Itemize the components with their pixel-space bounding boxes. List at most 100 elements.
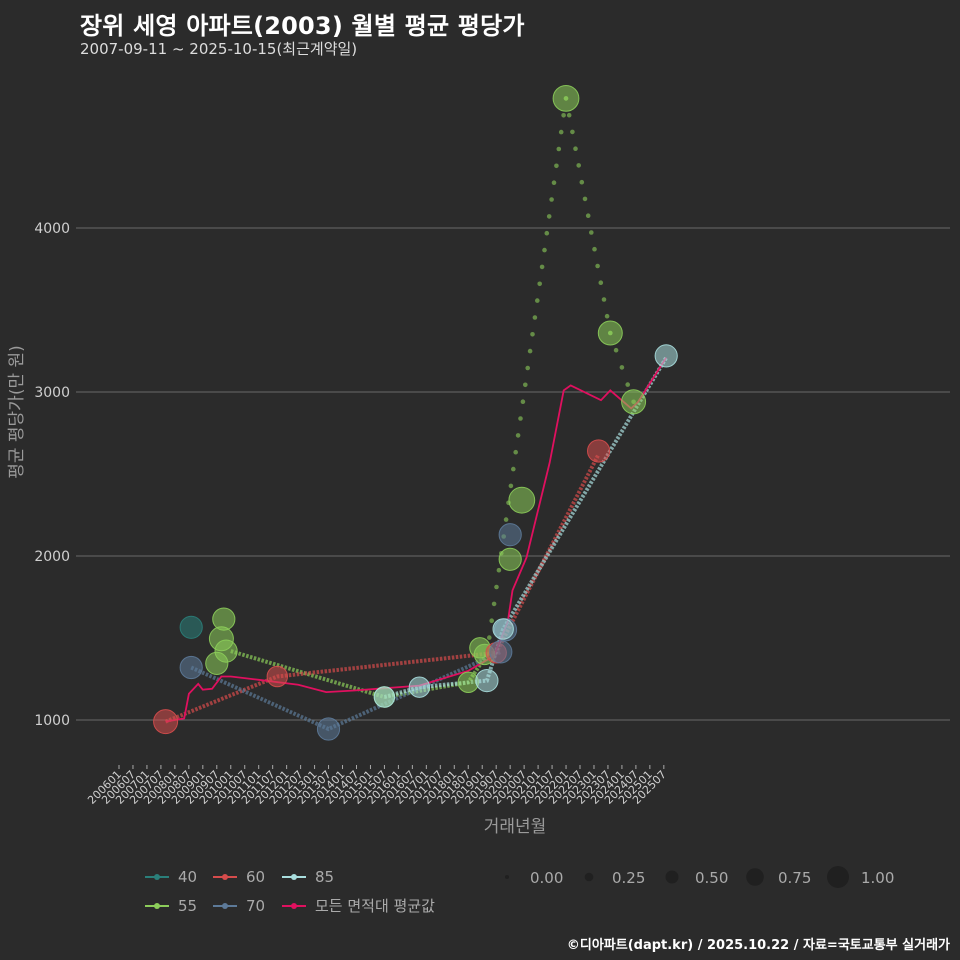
size-legend-label: 0.00 <box>530 869 563 887</box>
size-legend-item: 0.50 <box>665 869 728 887</box>
size-legend-item: 0.25 <box>584 869 645 887</box>
trend-dot-55 <box>604 313 610 319</box>
data-point-70 <box>498 523 522 547</box>
legend-label: 모든 면적대 평균값 <box>315 897 435 915</box>
trend-dot-55 <box>566 112 572 118</box>
data-point-70 <box>179 655 203 680</box>
y-tick-label: 4000 <box>34 221 70 237</box>
legend-swatch-dot <box>291 874 297 880</box>
legend-label: 85 <box>315 868 334 886</box>
data-point-85 <box>408 676 431 698</box>
size-legend-label: 0.50 <box>695 869 728 887</box>
trend-dot-55 <box>592 246 597 252</box>
trend-dot-55 <box>496 567 502 573</box>
trend-dot-55 <box>542 247 547 253</box>
trend-dot-55 <box>491 601 497 607</box>
legend-label: 40 <box>178 868 197 886</box>
legend-swatch-dot <box>154 903 160 909</box>
y-tick-label: 2000 <box>34 549 70 565</box>
legend-swatch-dot <box>222 874 228 880</box>
trend-dot-55 <box>532 315 538 320</box>
trend-dot-55 <box>573 146 578 151</box>
trend-dot-55 <box>551 180 557 185</box>
legend-item: 85 <box>282 868 334 886</box>
trend-dot-55 <box>539 264 545 270</box>
chart-title: 장위 세영 아파트(2003) 월별 평균 평당가 <box>80 12 525 40</box>
trend-dot-55 <box>527 348 533 354</box>
data-point-85 <box>373 686 396 708</box>
data-point-55 <box>498 547 522 571</box>
trend-dot-55 <box>556 146 562 152</box>
legend-swatch-dot <box>222 903 228 909</box>
legend-item: 모든 면적대 평균값 <box>282 897 435 915</box>
trend-dot-55 <box>508 483 514 489</box>
data-point-85 <box>654 344 678 368</box>
trend-dot-55 <box>558 129 564 135</box>
legend-item: 70 <box>213 897 265 915</box>
data-point-60 <box>153 709 179 735</box>
trend-dot-55 <box>554 163 559 169</box>
size-legend-item: 1.00 <box>827 866 894 888</box>
trend-dot-55 <box>625 382 630 387</box>
trend-dot-55 <box>601 297 607 302</box>
caption: ©디아파트(dapt.kr) / 2025.10.22 / 자료=국토교통부 실… <box>566 938 950 953</box>
data-point-40 <box>179 615 203 639</box>
trend-dot-55 <box>589 230 594 235</box>
trend-dot-55 <box>487 635 492 640</box>
trend-dot-55 <box>598 280 604 286</box>
data-point-55 <box>508 486 536 514</box>
size-legend-circle <box>584 872 594 882</box>
trend-dot-55 <box>619 365 625 370</box>
size-legend-circle <box>665 870 679 884</box>
size-legend-item: 0.75 <box>746 868 811 887</box>
size-legend-circle <box>746 868 764 886</box>
legend-item: 60 <box>213 868 265 886</box>
size-legend-label: 0.25 <box>612 869 645 887</box>
data-point-85 <box>475 669 499 693</box>
trend-dot-55 <box>582 196 588 202</box>
trend-dot-55 <box>535 298 540 303</box>
trend-dot-55 <box>518 416 523 421</box>
size-legend-label: 1.00 <box>861 869 894 887</box>
trend-dot-55 <box>544 230 550 236</box>
chart-subtitle: 2007-09-11 ~ 2025-10-15(최근계약일) <box>80 40 358 58</box>
trend-dot-55 <box>537 281 542 287</box>
trend-dot-55 <box>561 113 566 118</box>
trend-dot-55 <box>570 129 575 135</box>
legend-swatch-dot <box>291 903 297 909</box>
trend-dot-55 <box>503 517 509 522</box>
trend-dot-55 <box>546 214 552 219</box>
data-point-55 <box>621 389 647 415</box>
y-tick-label: 3000 <box>34 385 70 401</box>
legend-item: 40 <box>145 868 197 886</box>
size-legend-label: 0.75 <box>778 869 811 887</box>
trend-dot-55 <box>525 365 530 371</box>
data-point-70 <box>316 717 341 741</box>
size-legend-circle <box>827 866 849 888</box>
data-point-60 <box>587 439 611 463</box>
trend-dot-55 <box>595 263 600 269</box>
data-point-55 <box>214 639 238 663</box>
trend-dot-55 <box>520 399 526 405</box>
size-legend-item: 0.00 <box>505 869 563 887</box>
trend-dot-55 <box>549 197 554 202</box>
trend-dot-55 <box>515 433 521 438</box>
data-point-55 <box>212 607 236 631</box>
data-point-85 <box>492 618 514 640</box>
legend-label: 55 <box>178 897 197 915</box>
trend-dot-55 <box>579 179 585 185</box>
trend-dot-55 <box>494 584 499 590</box>
trend-dot-55 <box>576 163 581 168</box>
legend-item: 55 <box>145 897 197 915</box>
trend-dot-55 <box>530 332 535 337</box>
legend-label: 70 <box>246 897 265 915</box>
series-line-all-average <box>165 357 667 723</box>
y-axis-label: 평균 평당가(만 원) <box>7 345 27 479</box>
trend-dot-55 <box>613 347 619 353</box>
legend-swatch-dot <box>154 874 160 880</box>
x-axis-label: 거래년월 <box>484 817 547 837</box>
data-point-70 <box>489 640 513 664</box>
data-point-60 <box>266 665 288 688</box>
